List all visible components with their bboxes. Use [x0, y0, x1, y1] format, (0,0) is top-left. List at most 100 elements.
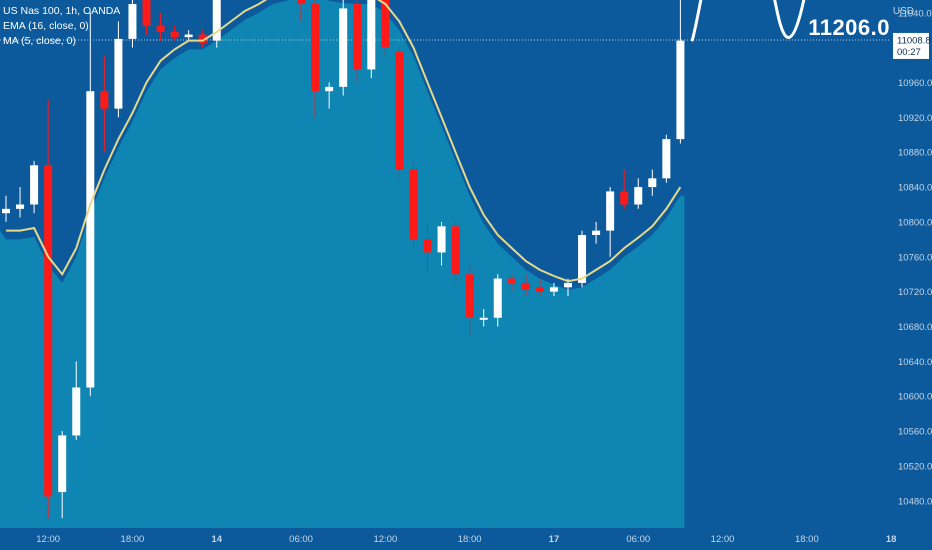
- candle-body: [493, 278, 502, 318]
- ema-line: [6, 0, 682, 283]
- symbol-line[interactable]: US Nas 100, 1h, OANDA: [3, 5, 121, 17]
- price-tick-label: 10640.00: [898, 357, 932, 368]
- candle-body: [44, 165, 53, 497]
- candle-body: [507, 278, 516, 283]
- time-tick-label: 18:00: [795, 534, 819, 545]
- time-tick-label: 06:00: [626, 534, 650, 545]
- candle: [170, 25, 179, 41]
- candle: [676, 0, 685, 144]
- candle: [535, 278, 544, 296]
- time-tick-label: 14: [211, 534, 222, 545]
- candle: [72, 361, 81, 440]
- candle-body: [381, 0, 390, 48]
- candle: [620, 169, 629, 209]
- currency-label: USD: [892, 6, 914, 17]
- ema-indicator-line[interactable]: EMA (16, close, 0): [3, 20, 89, 32]
- projection-path: [690, 0, 806, 42]
- time-axis[interactable]: 12:00 18:00 14 06:00 12:00 18:00 17 06:00 12:00 1…: [36, 534, 896, 545]
- candle: [648, 169, 657, 196]
- candle: [353, 0, 362, 83]
- time-tick-label: 18:00: [121, 534, 145, 545]
- candle-body: [648, 178, 657, 188]
- candle: [479, 309, 488, 327]
- price-tick-label: 10480.00: [898, 496, 932, 507]
- candle-body: [114, 38, 123, 109]
- time-tick-label: 17: [549, 534, 560, 545]
- candle-body: [662, 139, 671, 179]
- candle-body: [535, 287, 544, 292]
- current-price-box-bg: [893, 32, 929, 59]
- candle: [198, 30, 207, 48]
- candle: [212, 0, 221, 48]
- candle: [367, 0, 376, 79]
- time-tick-label: 12:00: [711, 534, 735, 545]
- candle-body: [2, 208, 10, 214]
- candle: [114, 21, 123, 118]
- candle-body: [465, 274, 474, 318]
- candle-body: [170, 31, 179, 38]
- candle: [381, 0, 390, 57]
- candle-body: [212, 0, 221, 41]
- candle-body: [86, 91, 95, 388]
- candle-body: [156, 25, 165, 32]
- price-tick-label: 10680.00: [898, 322, 932, 333]
- candle: [423, 221, 432, 275]
- candle-body: [606, 191, 615, 231]
- candle: [451, 221, 460, 283]
- candle: [16, 187, 25, 218]
- current-price-box: 11008.800:27: [893, 32, 931, 59]
- price-tick-label: 10800.00: [898, 217, 932, 228]
- price-tick-label: 10920.00: [898, 113, 932, 124]
- price-tick-label: 10880.00: [898, 148, 932, 159]
- candle-body: [367, 0, 376, 70]
- candle: [634, 178, 643, 209]
- time-tick-label: 18: [886, 534, 897, 545]
- candle-body: [395, 51, 404, 170]
- time-tick-label: 12:00: [36, 534, 60, 545]
- projection-layer: [690, 0, 806, 42]
- candle: [156, 12, 165, 41]
- current-price-value: 11008.8: [897, 35, 931, 46]
- price-tick-label: 10600.00: [898, 392, 932, 403]
- candle-body: [521, 282, 530, 290]
- candle-body: [297, 0, 306, 5]
- candle: [592, 221, 601, 244]
- candle: [128, 0, 137, 48]
- price-tick-label: 10840.00: [898, 183, 932, 194]
- candle: [606, 187, 615, 257]
- candle-body: [311, 4, 320, 92]
- candle-body: [100, 91, 109, 109]
- price-tick-label: 10560.00: [898, 427, 932, 438]
- candle: [30, 160, 39, 214]
- time-tick-label: 12:00: [373, 534, 397, 545]
- candle: [44, 99, 53, 519]
- candle: [184, 30, 193, 41]
- candle: [311, 0, 320, 118]
- candle-body: [592, 230, 601, 235]
- candle-body: [676, 40, 685, 140]
- candle-body: [30, 165, 39, 205]
- candle: [142, 0, 151, 35]
- countdown-value: 00:27: [897, 47, 921, 58]
- target-price-label: 11206.0: [808, 15, 890, 40]
- candle-body: [353, 4, 362, 70]
- candle: [100, 56, 109, 153]
- candle-body: [409, 169, 418, 240]
- candle-body: [184, 34, 193, 38]
- candle-body: [58, 435, 67, 493]
- ma-indicator-line[interactable]: MA (5, close, 0): [3, 35, 76, 47]
- candle: [409, 160, 418, 249]
- time-tick-label: 06:00: [289, 534, 313, 545]
- time-tick-label: 18:00: [458, 534, 482, 545]
- candle: [465, 265, 474, 336]
- candle: [437, 221, 446, 266]
- candle-body: [72, 387, 81, 436]
- price-axis[interactable]: 10480.00 10520.00 10560.00 10600.00 10640.00…: [893, 0, 932, 507]
- candle-body: [423, 239, 432, 253]
- candle: [339, 0, 348, 96]
- candle-body: [325, 86, 334, 92]
- ema-layer: [6, 0, 682, 283]
- chart-legend: US Nas 100, 1h, OANDA EMA (16, close, 0)…: [3, 4, 120, 49]
- price-tick-label: 10760.00: [898, 252, 932, 263]
